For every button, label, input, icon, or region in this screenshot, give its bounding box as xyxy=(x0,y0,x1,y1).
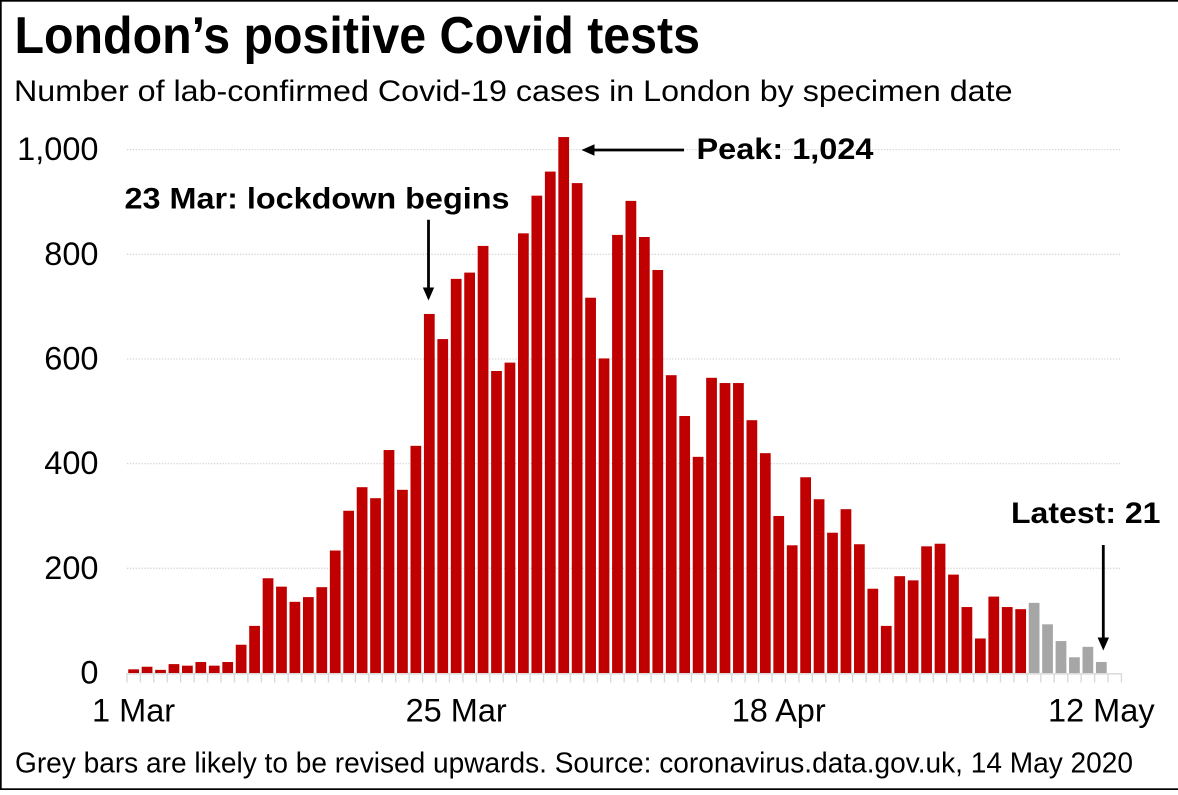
svg-text:Grey bars are likely to be rev: Grey bars are likely to be revised upwar… xyxy=(15,748,1133,780)
svg-text:0: 0 xyxy=(80,655,98,691)
svg-text:Number of lab-confirmed Covid-: Number of lab-confirmed Covid-19 cases i… xyxy=(14,75,1013,108)
svg-text:200: 200 xyxy=(44,550,98,586)
svg-text:London’s positive Covid tests: London’s positive Covid tests xyxy=(15,6,701,64)
svg-text:1,000: 1,000 xyxy=(17,131,98,167)
svg-text:12 May: 12 May xyxy=(1048,693,1155,729)
svg-text:Latest: 21: Latest: 21 xyxy=(1011,497,1161,530)
svg-text:23 Mar: lockdown begins: 23 Mar: lockdown begins xyxy=(125,183,510,216)
svg-text:600: 600 xyxy=(44,341,98,377)
svg-text:400: 400 xyxy=(44,445,98,481)
svg-text:Peak: 1,024: Peak: 1,024 xyxy=(697,133,874,166)
svg-text:800: 800 xyxy=(44,236,98,272)
svg-text:1 Mar: 1 Mar xyxy=(92,693,175,729)
svg-text:18 Apr: 18 Apr xyxy=(732,693,826,729)
svg-text:25 Mar: 25 Mar xyxy=(406,693,507,729)
